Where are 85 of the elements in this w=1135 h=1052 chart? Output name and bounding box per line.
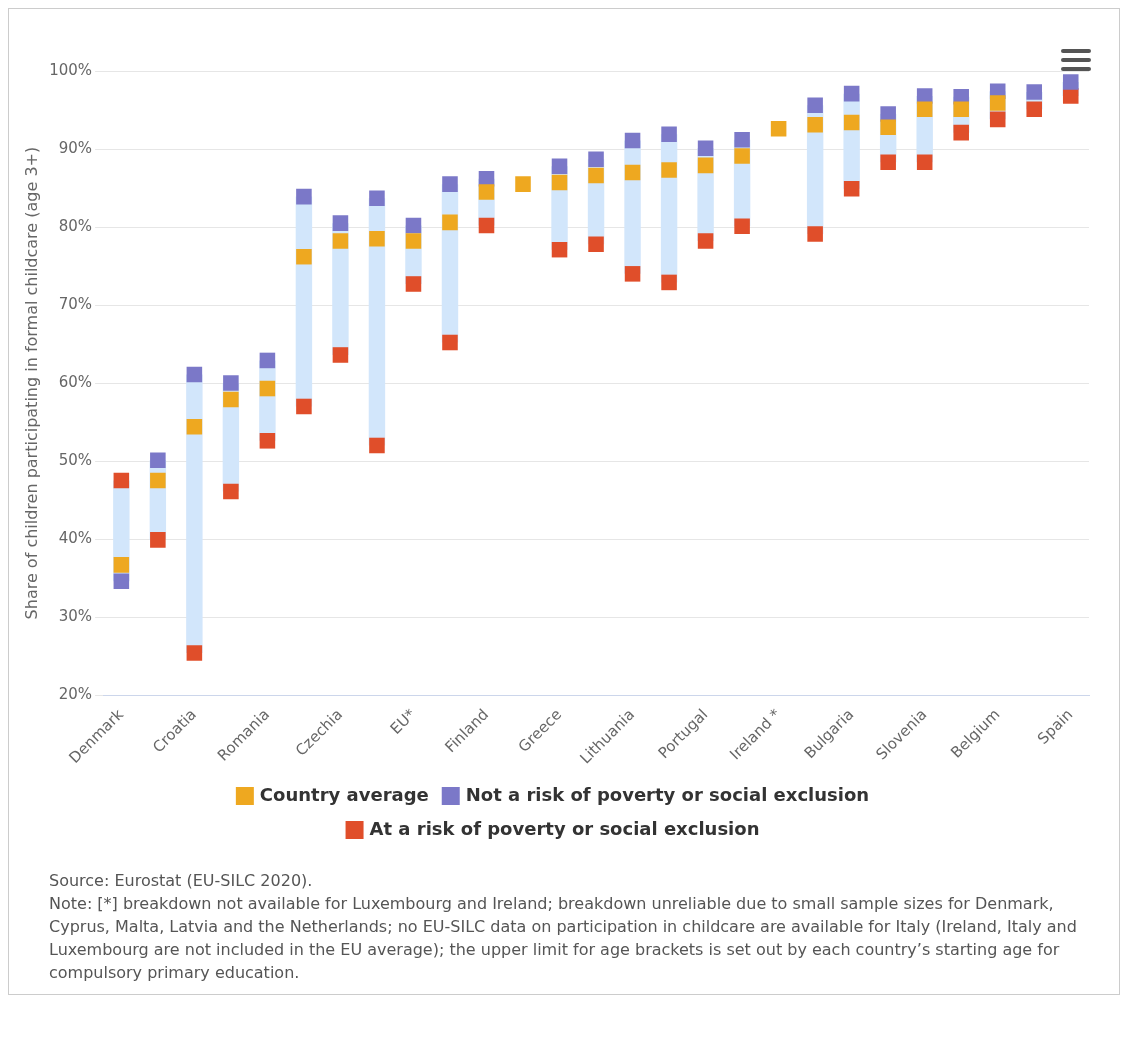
legend-label: Not a risk of poverty or social exclusion <box>465 783 870 805</box>
point <box>953 101 969 118</box>
point <box>697 157 714 174</box>
point <box>1026 101 1043 118</box>
point <box>369 230 385 247</box>
source-note: Source: Eurostat (EU-SILC 2020). <box>49 870 314 892</box>
y-tick-label: 70% <box>58 294 93 313</box>
point <box>807 226 823 242</box>
point <box>442 176 458 192</box>
point <box>1062 74 1079 90</box>
point <box>296 188 312 205</box>
point <box>259 352 276 369</box>
point <box>405 217 422 234</box>
point <box>989 95 1006 111</box>
legend-label: At a risk of poverty or social exclusion <box>369 817 760 839</box>
y-tick-label: 50% <box>58 450 93 469</box>
point <box>551 174 568 191</box>
point <box>442 334 458 351</box>
point <box>332 347 349 363</box>
point <box>442 214 458 231</box>
point <box>296 398 312 415</box>
point <box>296 248 312 265</box>
point <box>369 437 385 454</box>
point <box>624 164 641 181</box>
point <box>624 132 641 149</box>
y-axis-title: Share of children participating in formal childcare (age 3+) <box>21 146 41 620</box>
point <box>588 151 604 167</box>
point <box>259 380 276 397</box>
point <box>843 181 860 197</box>
point <box>624 266 641 282</box>
y-tick-label: 30% <box>58 607 93 626</box>
point <box>223 391 239 408</box>
point <box>223 375 239 391</box>
point <box>332 215 349 231</box>
point <box>150 472 166 489</box>
point <box>989 111 1006 128</box>
point <box>113 472 130 489</box>
point <box>734 131 750 148</box>
point <box>259 433 276 449</box>
y-tick-label: 100% <box>49 60 93 79</box>
point <box>405 276 422 292</box>
point <box>880 154 896 171</box>
point <box>186 645 203 661</box>
y-tick-label: 60% <box>58 372 93 391</box>
x-tick-label: EU* <box>386 705 420 738</box>
point <box>186 418 203 435</box>
point <box>478 217 495 234</box>
point <box>113 573 130 590</box>
point <box>697 140 714 157</box>
point <box>661 274 677 291</box>
point <box>953 124 969 141</box>
y-tick-label: 90% <box>58 138 93 157</box>
point <box>734 148 750 164</box>
point <box>515 176 531 192</box>
point <box>186 366 203 383</box>
point <box>807 117 823 133</box>
point <box>1026 84 1043 100</box>
point <box>661 126 677 142</box>
point <box>113 557 130 573</box>
legend-label: Country average <box>259 783 429 805</box>
point <box>880 119 896 135</box>
point <box>916 154 933 171</box>
point <box>150 452 166 469</box>
point <box>369 190 385 206</box>
point <box>332 233 349 249</box>
point <box>551 158 568 174</box>
point <box>478 184 495 200</box>
point <box>843 114 860 131</box>
point <box>661 162 677 178</box>
point <box>223 483 239 500</box>
y-tick-label: 20% <box>58 685 93 704</box>
point <box>588 167 604 184</box>
point <box>770 120 787 137</box>
point <box>551 241 568 258</box>
point <box>588 236 604 252</box>
point <box>843 85 860 102</box>
text: Note: [*] breakdown not available for Luxembourg and Ireland; breakdown unreliable due to small sample sizes for Denmark, Cyprus, Malta, Latvia and the Netherlands; no EU-SILC data on participation in childcare are available for Italy (Ireland, Italy and Luxembourg are not included in the EU average); the upper limit for age brackets is set out by each country’s starting age for compulsory primary education. <box>49 893 1078 984</box>
point <box>734 218 750 235</box>
y-tick-label: 80% <box>58 216 93 235</box>
point <box>697 233 714 249</box>
point <box>916 101 933 118</box>
point <box>405 233 422 249</box>
point <box>150 532 166 548</box>
y-tick-label: 40% <box>58 529 93 547</box>
point <box>807 97 823 114</box>
